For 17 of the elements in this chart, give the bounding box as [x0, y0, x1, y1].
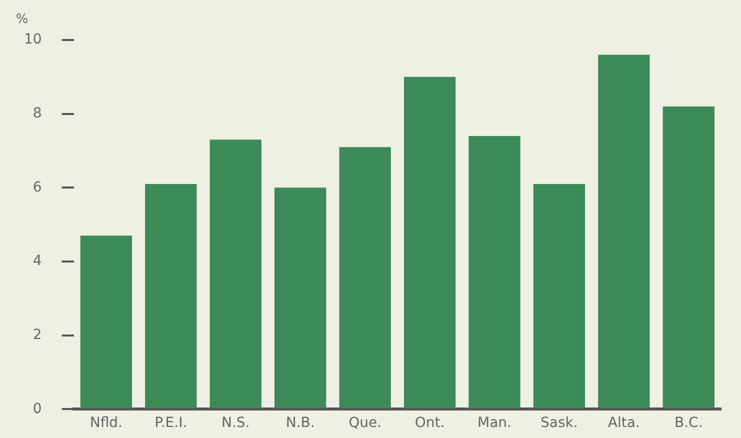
x-tick-label: N.B. — [286, 415, 315, 432]
y-tick-label: 8 — [32, 105, 42, 122]
y-tick-label: 6 — [32, 179, 42, 196]
x-tick-label: Nfld. — [90, 415, 122, 432]
x-tick-label: Man. — [477, 415, 512, 432]
x-tick-label: P.E.I. — [154, 415, 188, 432]
y-axis-title: % — [16, 12, 28, 27]
x-tick-label: Alta. — [608, 415, 640, 432]
x-tick-label: B.C. — [674, 415, 703, 432]
y-tick-label: 2 — [32, 327, 42, 343]
x-tick-label: Sask. — [540, 415, 578, 432]
x-tick-label: N.S. — [221, 415, 250, 432]
y-tick-label: 0 — [32, 400, 42, 417]
x-tick-label: Ont. — [414, 415, 445, 432]
y-tick-label: 4 — [32, 253, 42, 270]
y-tick-label: 10 — [24, 32, 42, 48]
x-tick-label: Que. — [348, 415, 382, 432]
